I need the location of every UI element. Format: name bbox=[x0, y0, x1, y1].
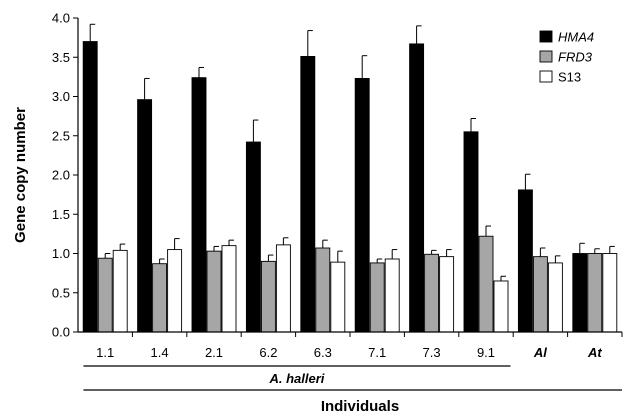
bar-s13 bbox=[493, 280, 509, 333]
x-tick-label: 1.1 bbox=[96, 345, 114, 360]
bar-hma4 bbox=[354, 77, 370, 333]
bar-frd3 bbox=[206, 250, 222, 333]
y-tick-label: 3.5 bbox=[52, 50, 70, 65]
bar-hma4 bbox=[300, 56, 316, 333]
bar-hma4 bbox=[137, 99, 153, 333]
bar-hma4 bbox=[191, 77, 207, 333]
bar-s13 bbox=[167, 249, 183, 333]
bar-frd3 bbox=[97, 257, 113, 333]
y-tick-label: 1.0 bbox=[52, 246, 70, 261]
legend-label-frd3: FRD3 bbox=[558, 50, 593, 65]
bar-frd3 bbox=[152, 263, 168, 333]
x-tick-label: 6.2 bbox=[259, 345, 277, 360]
y-axis-title: Gene copy number bbox=[12, 107, 29, 243]
legend-swatch-hma4 bbox=[539, 30, 553, 43]
bar-frd3 bbox=[369, 262, 385, 333]
y-tick-label: 2.0 bbox=[52, 168, 70, 183]
bar-s13 bbox=[602, 253, 618, 333]
x-tick-label: 9.1 bbox=[477, 345, 495, 360]
y-tick-label: 0.0 bbox=[52, 325, 70, 340]
y-tick-label: 1.5 bbox=[52, 207, 70, 222]
bar-s13 bbox=[275, 244, 291, 333]
x-tick-label: At bbox=[587, 345, 602, 360]
bar-frd3 bbox=[532, 256, 548, 333]
legend: HMA4 FRD3 S13 bbox=[539, 30, 594, 85]
x-tick-label: 7.3 bbox=[423, 345, 441, 360]
bar-hma4 bbox=[245, 141, 261, 333]
bar-frd3 bbox=[587, 253, 603, 333]
bars bbox=[82, 23, 618, 333]
legend-swatch-frd3 bbox=[539, 50, 553, 63]
x-tick-label: 2.1 bbox=[205, 345, 223, 360]
bar-s13 bbox=[439, 256, 455, 333]
x-tick-label: 1.4 bbox=[151, 345, 169, 360]
legend-label-hma4: HMA4 bbox=[558, 30, 594, 45]
bar-frd3 bbox=[478, 235, 494, 333]
bar-s13 bbox=[384, 258, 400, 333]
bar-s13 bbox=[330, 261, 346, 333]
x-tick-label: 6.3 bbox=[314, 345, 332, 360]
y-tick-label: 3.0 bbox=[52, 89, 70, 104]
bar-s13 bbox=[112, 249, 128, 333]
y-tick-label: 4.0 bbox=[52, 11, 70, 26]
axes: 0.0 0.5 1.0 1.5 2.0 2.5 3.0 3.5 4.0 1.1 1.4 2.1 6.2 6… bbox=[52, 11, 623, 391]
x-tick-label: 7.1 bbox=[368, 345, 386, 360]
bar-hma4 bbox=[572, 253, 588, 333]
y-tick-label: 0.5 bbox=[52, 285, 70, 300]
bar-frd3 bbox=[424, 253, 440, 333]
bar-s13 bbox=[547, 262, 563, 333]
y-tick-label: 2.5 bbox=[52, 128, 70, 143]
bar-frd3 bbox=[315, 247, 331, 333]
bar-hma4 bbox=[517, 189, 533, 333]
bar-s13 bbox=[221, 245, 237, 333]
group-label: A. halleri bbox=[268, 371, 324, 386]
bar-hma4 bbox=[463, 131, 479, 333]
x-tick-label: Al bbox=[533, 345, 547, 360]
x-axis-title: Individuals bbox=[321, 398, 399, 415]
legend-swatch-s13 bbox=[539, 70, 553, 83]
bar-frd3 bbox=[260, 260, 276, 333]
legend-label-s13: S13 bbox=[558, 70, 581, 85]
bar-hma4 bbox=[409, 43, 425, 333]
bar-hma4 bbox=[82, 41, 98, 333]
